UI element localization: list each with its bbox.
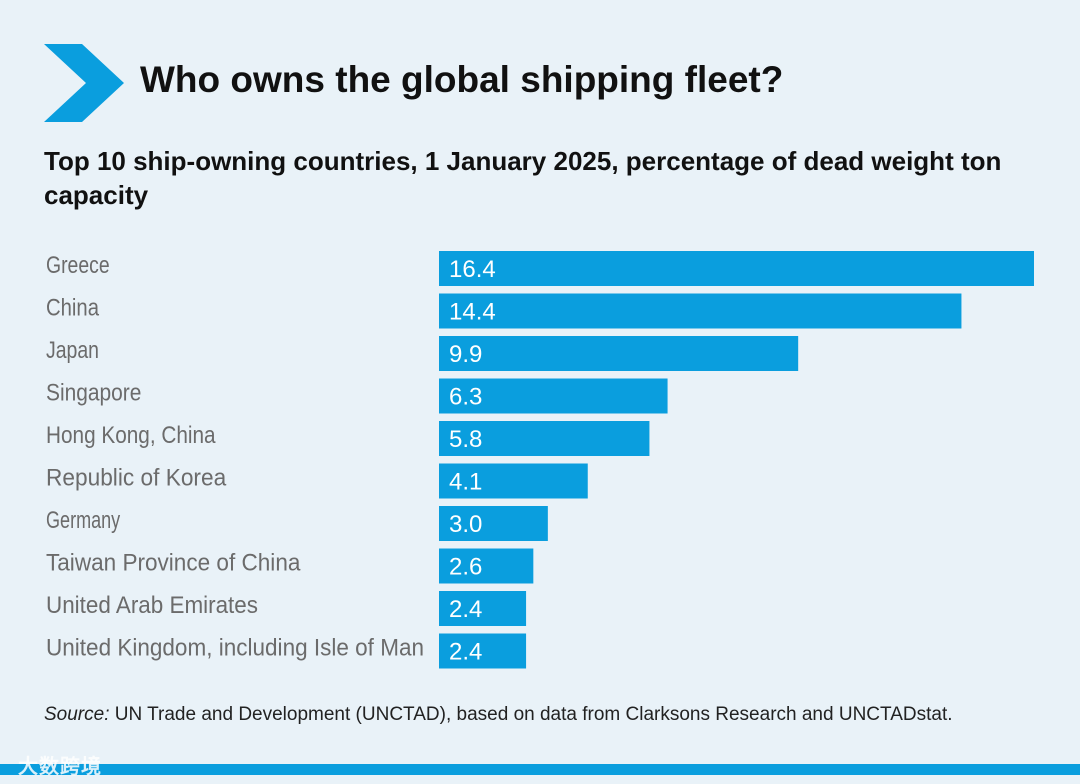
bar: [439, 378, 668, 414]
category-label: Greece: [46, 252, 110, 279]
category-label: China: [46, 295, 100, 322]
category-label: Taiwan Province of China: [46, 550, 301, 577]
bottom-accent-bar: [0, 764, 1080, 775]
bar: [439, 463, 588, 499]
bar: [439, 293, 962, 329]
bar: [439, 506, 548, 541]
bar: [439, 591, 527, 626]
bar-value-label: 4.1: [449, 469, 482, 496]
bar: [439, 548, 534, 584]
watermark: 大数跨境: [18, 756, 102, 778]
chevron-logo-icon: [44, 44, 124, 122]
chart-title: Who owns the global shipping fleet?: [140, 59, 784, 100]
source-label: Source:: [44, 704, 110, 725]
bar-chart: Greece 16.4 China 14.4 Japan 9.9 Singapore 6.3 H…: [46, 251, 1034, 669]
bar: [439, 251, 1034, 286]
category-label: Germany: [46, 507, 120, 534]
source-note: Source: UN Trade and Development (UNCTAD…: [44, 704, 953, 726]
chart-subtitle: Top 10 ship-owning countries, 1 January …: [44, 146, 1002, 210]
category-label: Hong Kong, China: [46, 422, 216, 449]
bar-value-label: 2.4: [449, 639, 482, 666]
category-label: Japan: [46, 337, 99, 364]
bar-value-label: 2.6: [449, 554, 482, 581]
bar: [439, 336, 799, 371]
bar-value-label: 16.4: [449, 256, 496, 283]
bar-value-label: 3.0: [449, 511, 482, 538]
bar: [439, 421, 650, 456]
category-label: Singapore: [46, 380, 141, 407]
bar: [439, 633, 527, 669]
category-label: United Kingdom, including Isle of Man: [46, 635, 424, 662]
bar-value-label: 5.8: [449, 426, 482, 453]
category-label: United Arab Emirates: [46, 592, 258, 619]
category-label: Republic of Korea: [46, 465, 227, 492]
bar-value-label: 2.4: [449, 596, 482, 623]
bar-value-label: 6.3: [449, 384, 482, 411]
bar-value-label: 14.4: [449, 299, 496, 326]
source-text: UN Trade and Development (UNCTAD), based…: [109, 704, 953, 725]
bar-value-label: 9.9: [449, 341, 482, 368]
